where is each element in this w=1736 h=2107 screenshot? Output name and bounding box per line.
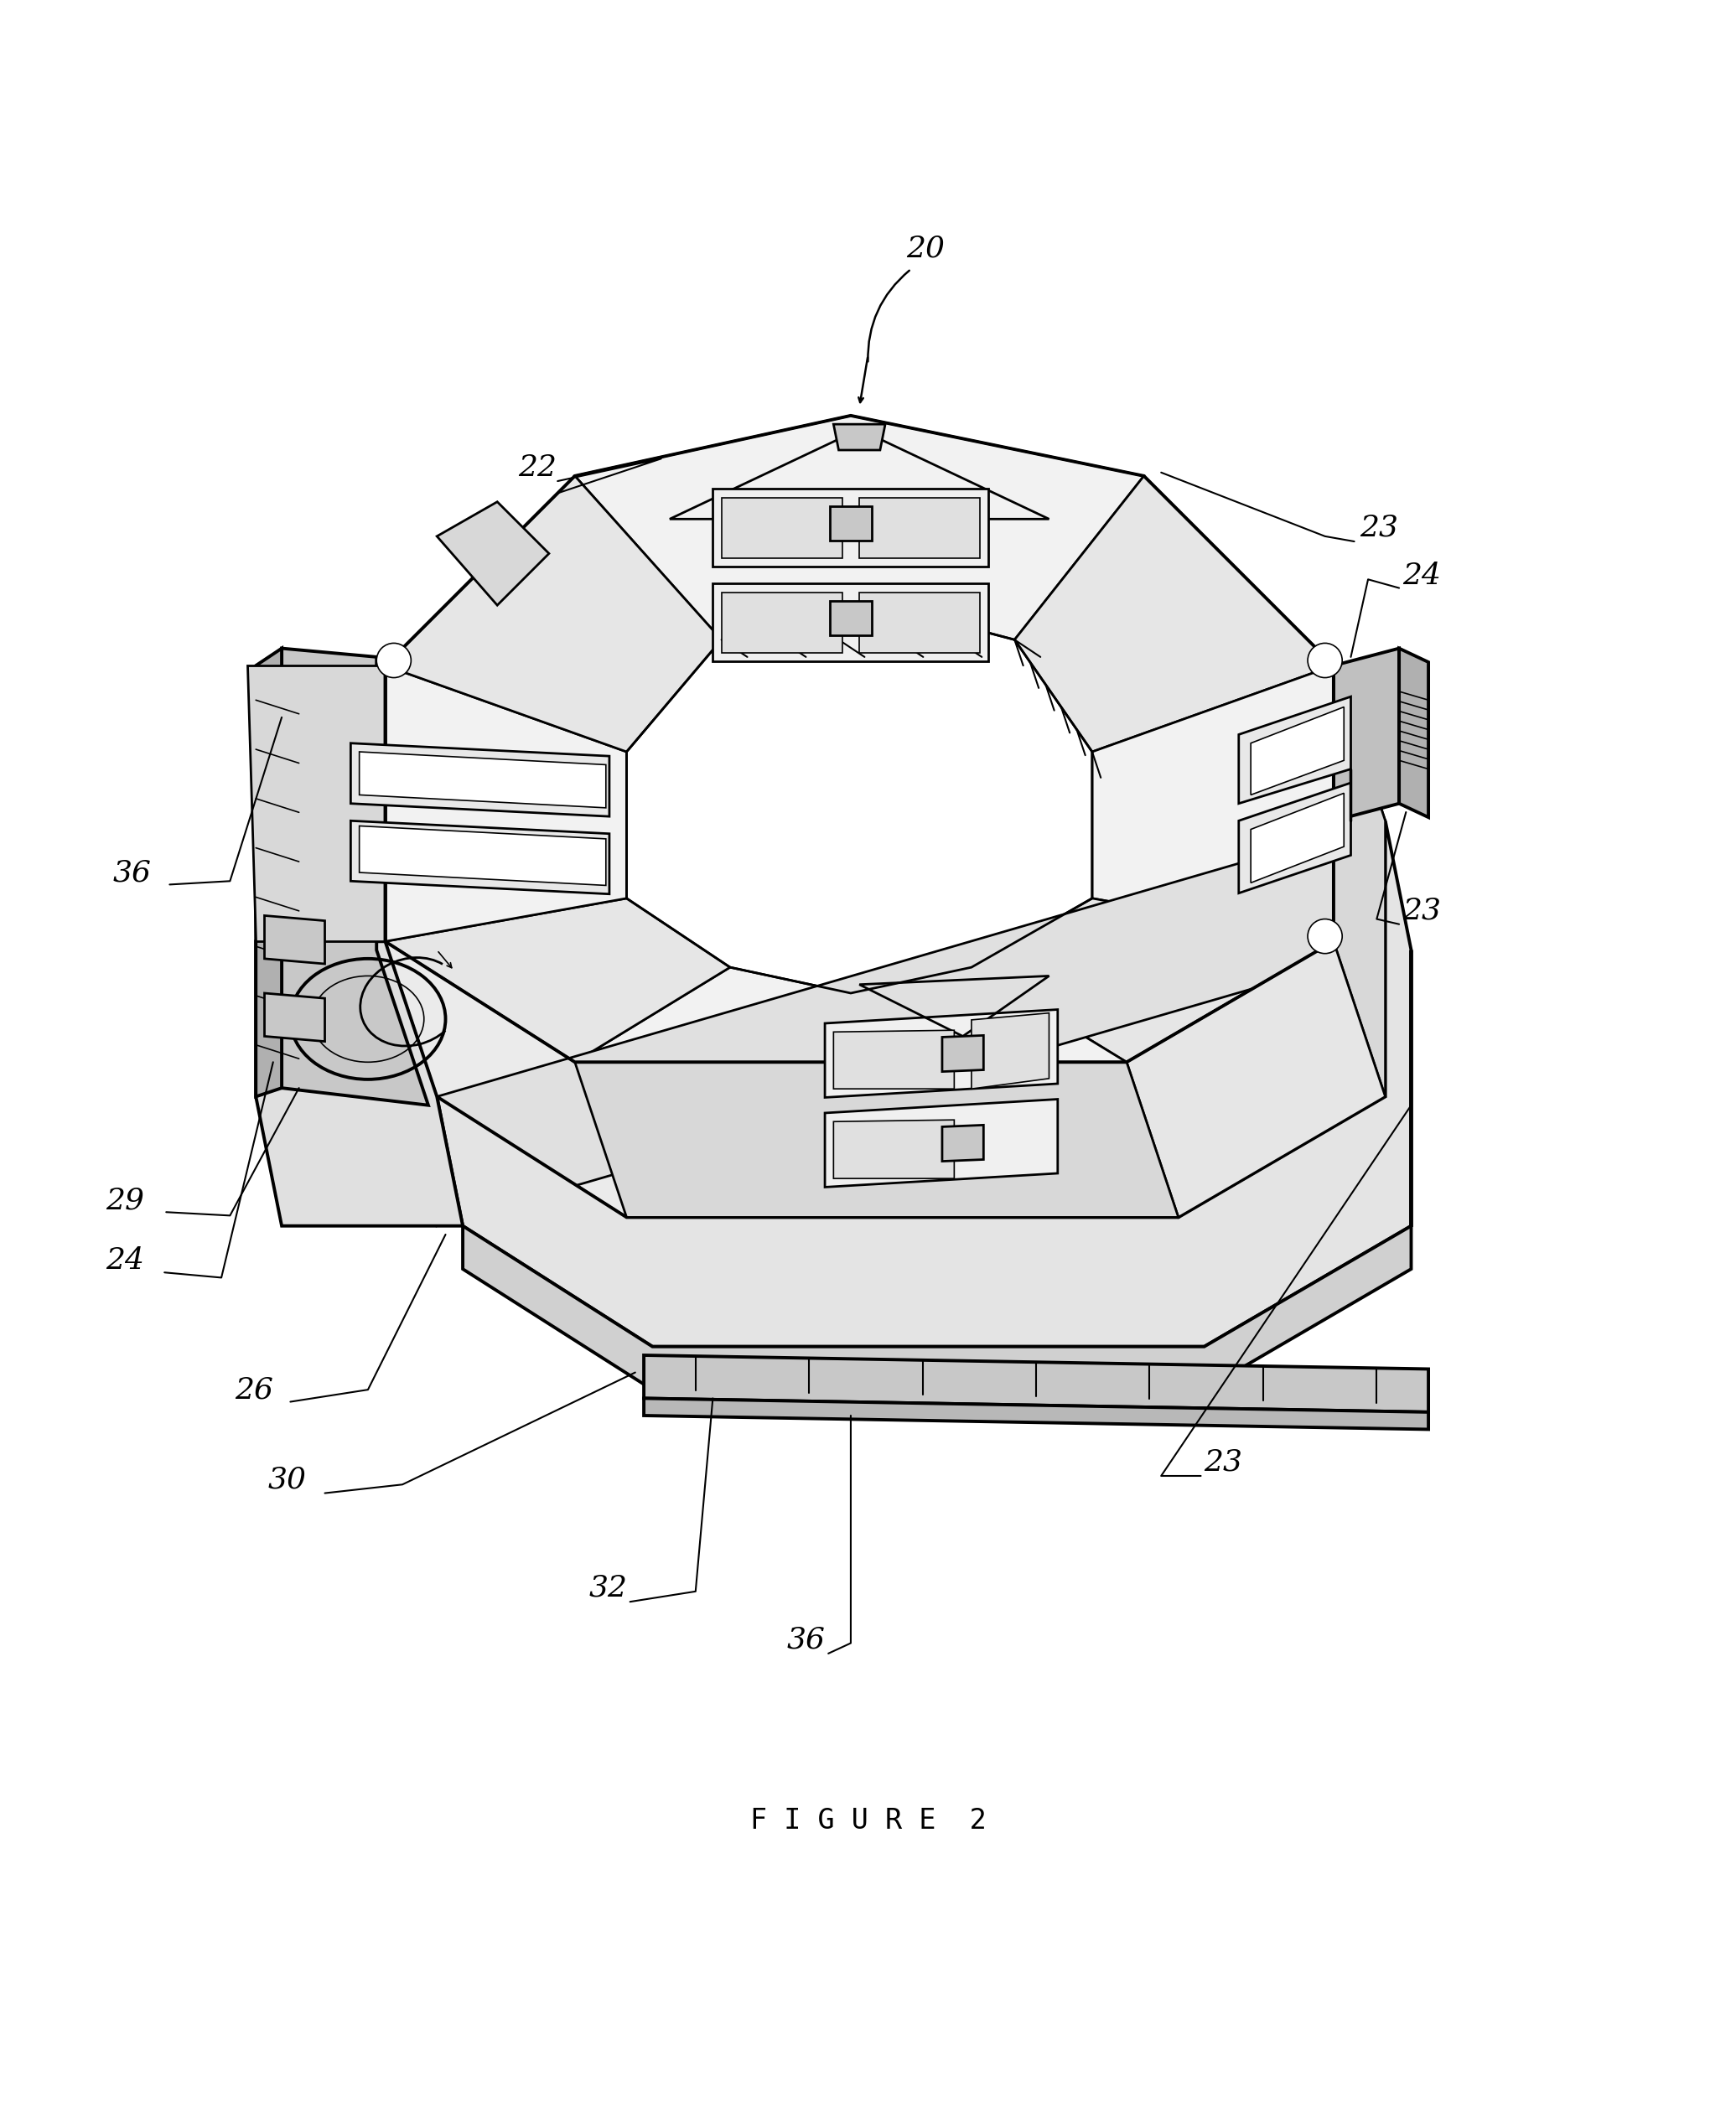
Polygon shape — [255, 649, 281, 1096]
Text: 23: 23 — [1359, 514, 1397, 541]
Polygon shape — [830, 600, 871, 636]
Polygon shape — [1127, 942, 1385, 1218]
Text: 23: 23 — [1205, 1448, 1243, 1477]
Polygon shape — [644, 1355, 1429, 1412]
Polygon shape — [713, 489, 990, 567]
Polygon shape — [264, 992, 325, 1041]
Text: F I G U R E  2: F I G U R E 2 — [750, 1808, 986, 1835]
Polygon shape — [1240, 784, 1351, 893]
Polygon shape — [859, 592, 981, 653]
Text: 32: 32 — [589, 1574, 627, 1603]
Polygon shape — [575, 1062, 1179, 1218]
Polygon shape — [713, 584, 990, 662]
Polygon shape — [437, 822, 1385, 1226]
Polygon shape — [385, 666, 1385, 1218]
Polygon shape — [385, 666, 627, 942]
Text: 26: 26 — [234, 1376, 274, 1403]
Polygon shape — [255, 942, 464, 1226]
Polygon shape — [1333, 666, 1385, 1096]
Polygon shape — [972, 898, 1333, 1062]
Polygon shape — [385, 476, 722, 752]
Text: 20: 20 — [906, 234, 944, 263]
Polygon shape — [1252, 708, 1344, 794]
Polygon shape — [281, 649, 429, 1106]
Polygon shape — [943, 1035, 984, 1072]
Polygon shape — [437, 822, 1411, 1346]
Text: 24: 24 — [106, 1247, 144, 1275]
Polygon shape — [1092, 666, 1333, 942]
Polygon shape — [859, 497, 981, 558]
Polygon shape — [644, 1399, 1429, 1429]
Text: 30: 30 — [267, 1464, 307, 1494]
Polygon shape — [943, 1125, 984, 1161]
Polygon shape — [1399, 649, 1429, 818]
Polygon shape — [437, 501, 549, 605]
Polygon shape — [825, 1009, 1057, 1098]
Polygon shape — [972, 1013, 1049, 1089]
Text: 29: 29 — [106, 1186, 144, 1214]
Polygon shape — [722, 497, 842, 558]
Polygon shape — [575, 415, 1144, 641]
Polygon shape — [830, 506, 871, 541]
Text: 23: 23 — [1403, 895, 1441, 925]
Text: 36: 36 — [113, 858, 151, 887]
Polygon shape — [1333, 649, 1399, 822]
Polygon shape — [351, 744, 609, 815]
Polygon shape — [833, 1030, 955, 1089]
Polygon shape — [833, 1121, 955, 1178]
Text: 36: 36 — [786, 1627, 826, 1654]
Polygon shape — [359, 752, 606, 807]
Polygon shape — [359, 826, 606, 885]
Text: 22: 22 — [517, 453, 557, 483]
Polygon shape — [833, 424, 885, 451]
Polygon shape — [722, 592, 842, 653]
Polygon shape — [385, 898, 731, 1062]
Circle shape — [1307, 643, 1342, 678]
Polygon shape — [575, 967, 1127, 1062]
Polygon shape — [1252, 792, 1344, 883]
Circle shape — [1307, 919, 1342, 954]
Polygon shape — [1240, 697, 1351, 803]
Polygon shape — [247, 666, 385, 942]
Text: 24: 24 — [1403, 563, 1441, 590]
Circle shape — [377, 643, 411, 678]
Polygon shape — [825, 1100, 1057, 1186]
Polygon shape — [351, 822, 609, 893]
Polygon shape — [1014, 476, 1333, 752]
Polygon shape — [264, 917, 325, 963]
Polygon shape — [464, 950, 1411, 1391]
